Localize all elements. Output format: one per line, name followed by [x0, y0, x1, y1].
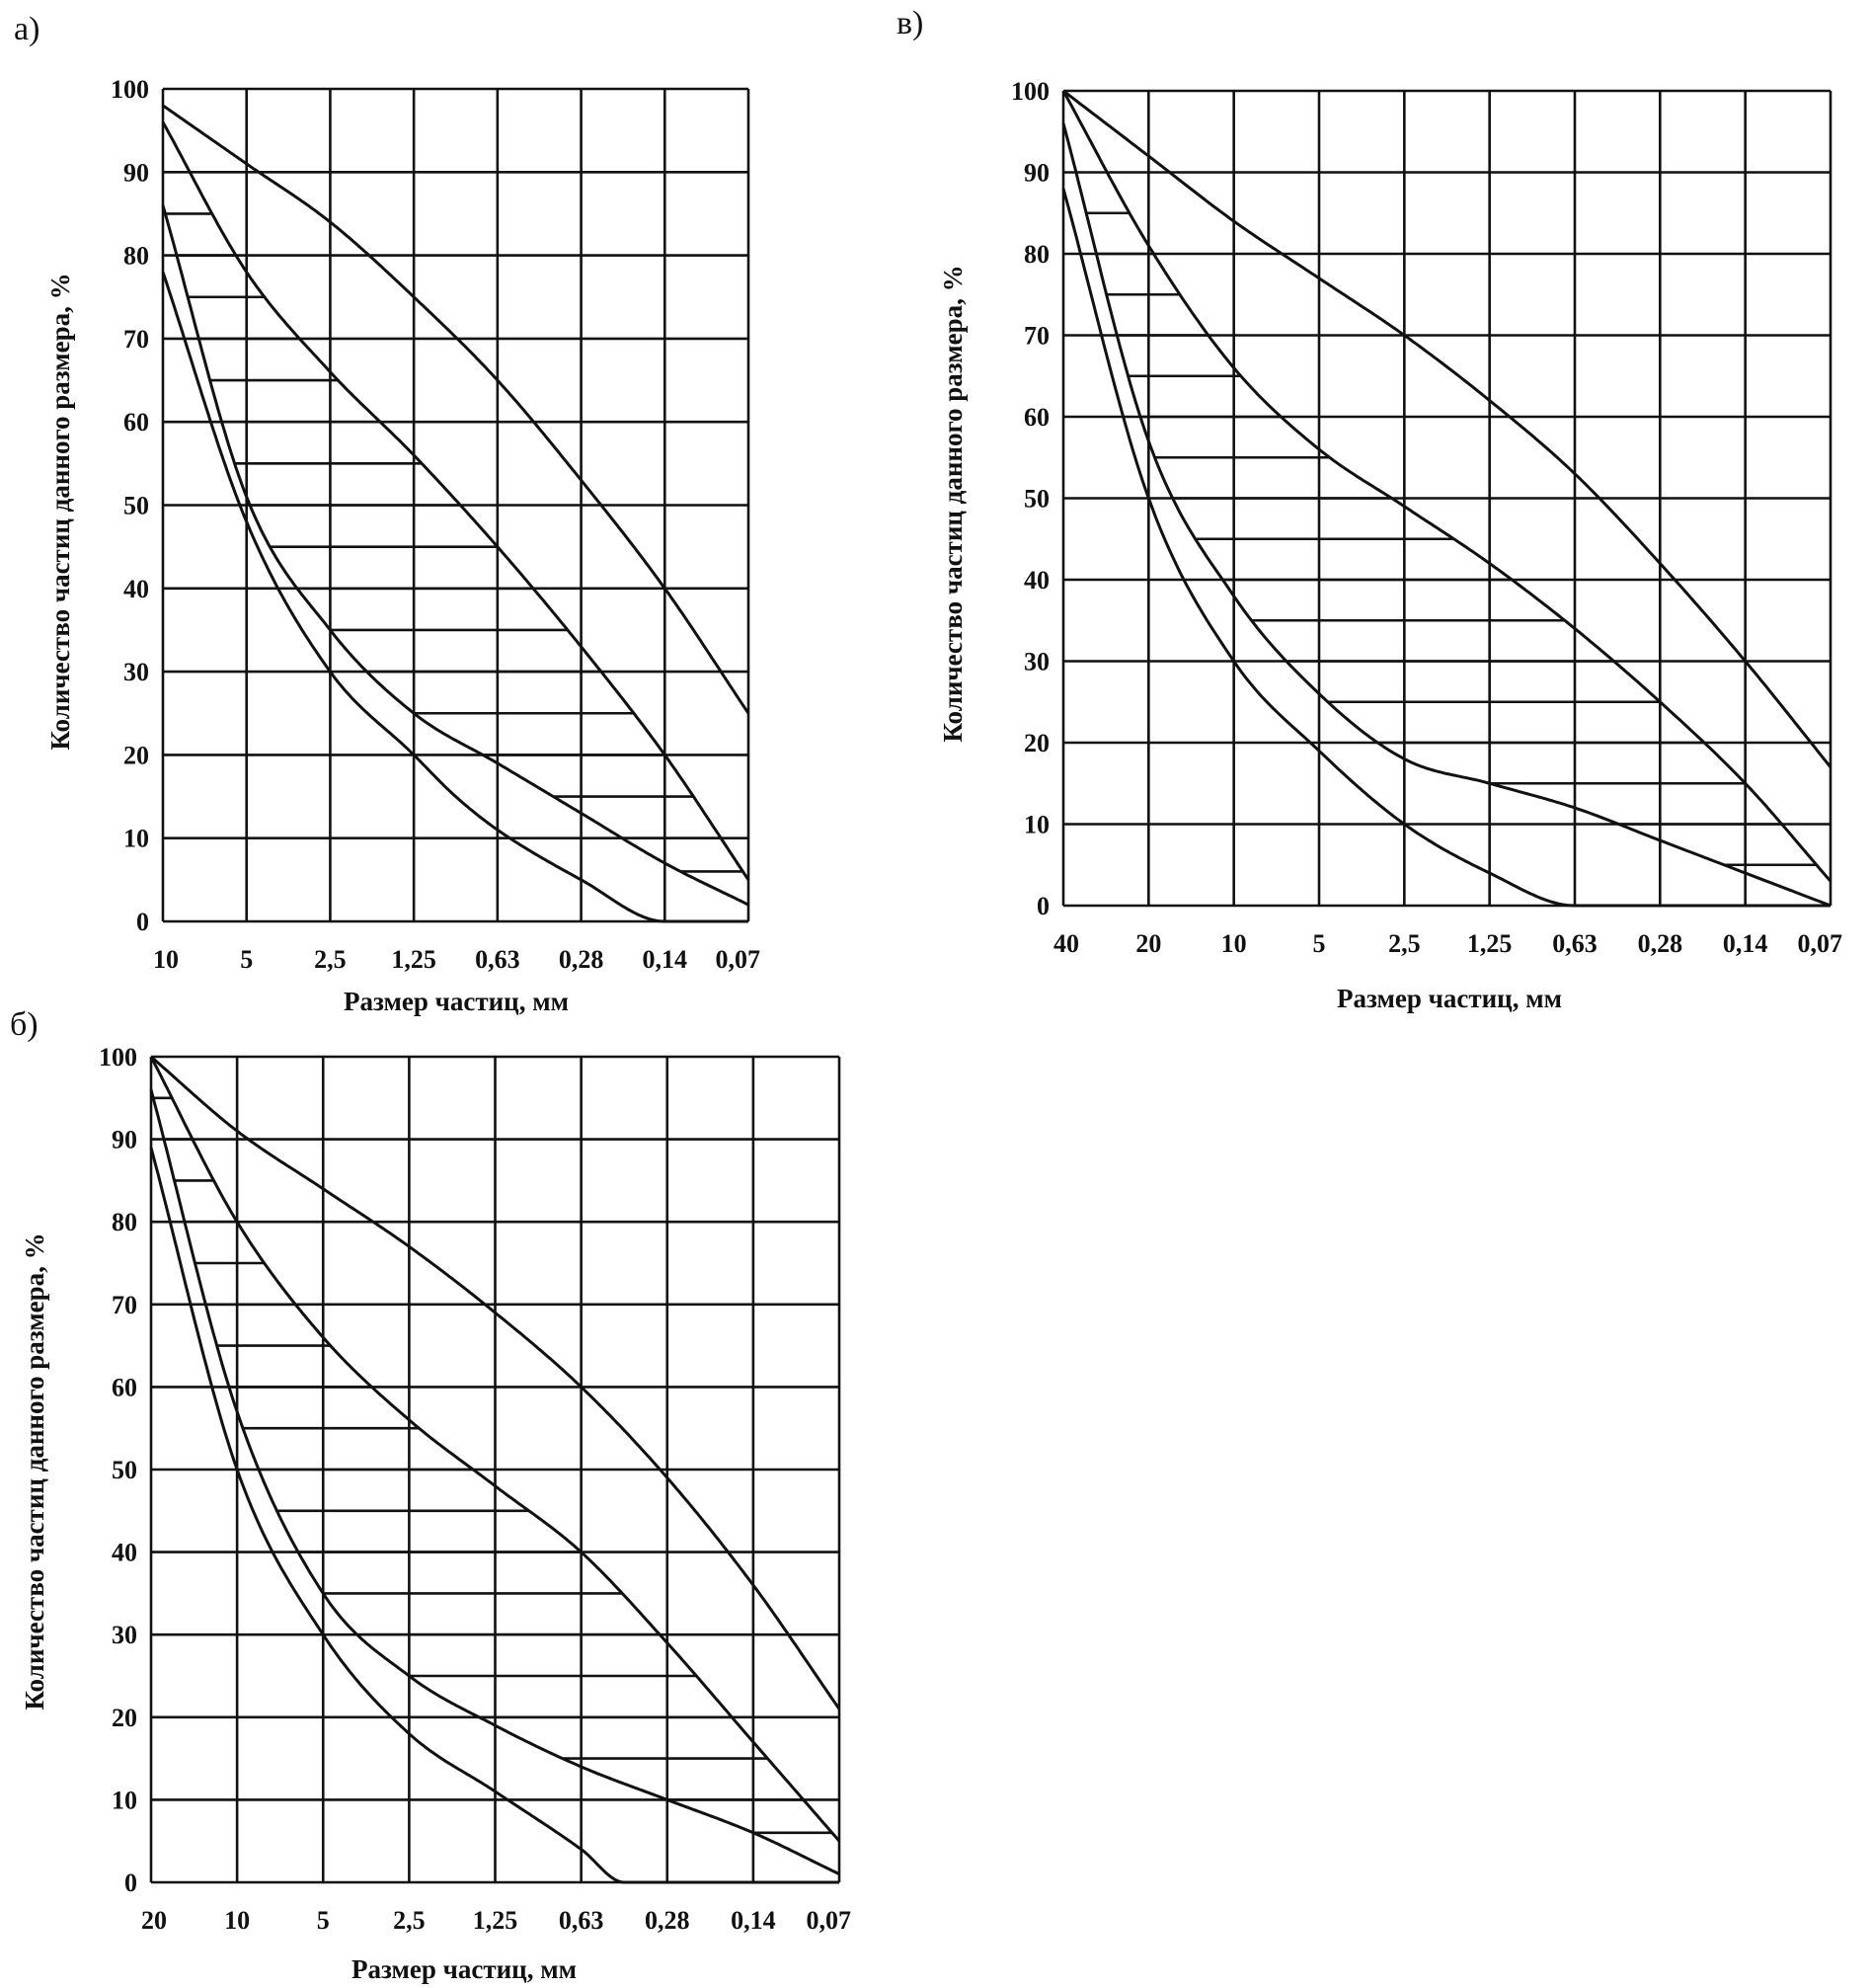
y-axis-label-v: Количество частиц данного размера, %: [938, 265, 968, 742]
x-tick-label-v-4: 2,5: [1388, 929, 1421, 958]
y-tick-label-v-5: 50: [1024, 485, 1050, 514]
y-tick-label-a-8: 20: [123, 741, 149, 769]
y-tick-label-v-9: 10: [1024, 811, 1050, 839]
y-tick-label-b-0: 100: [99, 1043, 137, 1072]
y-tick-label-a-7: 30: [123, 658, 149, 686]
y-tick-label-a-6: 40: [123, 575, 149, 603]
curves-a: [161, 104, 750, 923]
y-tick-label-b-1: 90: [112, 1126, 137, 1154]
y-tick-label-a-5: 50: [123, 492, 149, 520]
x-tick-label-a-1: 5: [240, 945, 253, 974]
panel-label-a: а): [14, 11, 39, 47]
curve-b-4: [149, 1147, 839, 1884]
x-tick-label-a-4: 0,63: [475, 945, 520, 974]
hatching-b: [153, 1096, 832, 1835]
x-tick-label-b-4: 1,25: [473, 1906, 518, 1935]
x-tick-label-b-7: 0,14: [731, 1906, 776, 1935]
y-tick-label-b-2: 80: [112, 1208, 137, 1236]
x-ticks-a: 10 5 2,5 1,25 0,63 0,28 0,14 0,07: [153, 945, 760, 974]
x-tick-label-v-3: 5: [1313, 929, 1326, 958]
x-axis-label-v: Размер частиц, мм: [1337, 984, 1562, 1013]
curve-b-3: [149, 1089, 840, 1875]
x-tick-label-a-5: 0,28: [559, 945, 604, 974]
x-tick-label-b-1: 10: [224, 1906, 250, 1935]
y-axis-label-b: Количество частиц данного размера, %: [20, 1233, 49, 1710]
x-tick-label-b-8: 0,07: [807, 1906, 852, 1935]
y-tick-label-b-10: 0: [124, 1869, 137, 1897]
y-tick-label-b-6: 40: [112, 1539, 137, 1567]
x-tick-label-b-2: 5: [317, 1906, 330, 1935]
y-tick-label-v-7: 30: [1024, 648, 1050, 676]
x-axis-label-b: Размер частиц, мм: [351, 1954, 577, 1984]
y-tick-label-a-4: 60: [123, 408, 149, 437]
curve-v-2: [1061, 90, 1832, 883]
y-tick-label-b-5: 50: [112, 1456, 137, 1484]
curves-v: [1061, 89, 1832, 908]
hatching-a: [165, 212, 743, 873]
y-tick-label-b-8: 20: [112, 1704, 137, 1732]
x-tick-label-a-0: 10: [153, 945, 179, 974]
y-tick-label-b-9: 10: [112, 1786, 137, 1814]
x-tick-label-v-7: 0,28: [1638, 929, 1683, 958]
y-tick-label-a-1: 90: [123, 158, 149, 187]
x-tick-label-b-6: 0,28: [645, 1906, 690, 1935]
curve-a-2: [161, 120, 750, 881]
x-tick-label-v-1: 20: [1135, 929, 1161, 958]
y-tick-label-v-3: 70: [1024, 322, 1050, 351]
y-tick-label-v-6: 40: [1024, 566, 1050, 595]
y-tick-label-a-10: 0: [136, 908, 149, 936]
x-tick-label-v-6: 0,63: [1552, 929, 1598, 958]
curve-a-1: [162, 104, 750, 715]
x-tick-label-a-7: 0,07: [716, 945, 761, 974]
curve-b-2: [149, 1056, 841, 1843]
x-tick-label-b-0: 20: [141, 1906, 167, 1935]
y-tick-label-b-7: 30: [112, 1621, 137, 1649]
hatching-v: [1086, 211, 1817, 867]
y-tick-label-v-0: 100: [1011, 77, 1050, 106]
x-tick-label-v-8: 0,14: [1723, 929, 1768, 958]
x-tick-label-a-2: 2,5: [314, 945, 347, 974]
y-tick-label-a-0: 100: [111, 75, 149, 104]
x-ticks-b: 20 10 5 2,5 1,25 0,63 0,28 0,14 0,07: [141, 1906, 851, 1935]
curve-a-3: [161, 204, 749, 907]
x-tick-label-v-9: 0,07: [1798, 929, 1843, 958]
y-tick-label-a-2: 80: [123, 242, 149, 271]
curve-a-4: [161, 272, 748, 923]
x-tick-label-b-3: 2,5: [393, 1906, 426, 1935]
y-tick-label-v-4: 60: [1024, 403, 1050, 432]
x-tick-label-v-2: 10: [1221, 929, 1247, 958]
y-tick-label-v-1: 90: [1024, 159, 1050, 188]
y-tick-label-v-8: 20: [1024, 729, 1050, 757]
x-axis-label-a: Размер частиц, мм: [344, 987, 569, 1016]
y-axis-label-a: Количество частиц данного размера, %: [45, 273, 75, 750]
x-tick-label-a-6: 0,14: [643, 945, 688, 974]
curve-b-1: [150, 1055, 841, 1710]
y-tick-label-v-10: 0: [1037, 892, 1050, 920]
panel-label-b: б): [10, 1006, 39, 1043]
y-tick-label-b-3: 70: [112, 1291, 137, 1319]
panel-label-v: в): [897, 5, 923, 41]
y-tick-label-a-9: 10: [123, 825, 149, 853]
curves-b: [149, 1055, 841, 1884]
curve-v-4: [1061, 188, 1831, 908]
y-tick-label-b-4: 60: [112, 1373, 137, 1401]
x-tick-label-a-3: 1,25: [391, 945, 436, 974]
x-ticks-v: 40 20 10 5 2,5 1,25 0,63 0,28 0,14 0,07: [1053, 929, 1842, 958]
x-tick-label-v-0: 40: [1053, 929, 1079, 958]
curve-v-1: [1062, 89, 1832, 768]
x-tick-label-b-5: 0,63: [559, 1906, 604, 1935]
curve-v-3: [1061, 122, 1832, 908]
y-tick-label-v-2: 80: [1024, 240, 1050, 269]
y-tick-label-a-3: 70: [123, 325, 149, 354]
x-tick-label-v-5: 1,25: [1467, 929, 1513, 958]
